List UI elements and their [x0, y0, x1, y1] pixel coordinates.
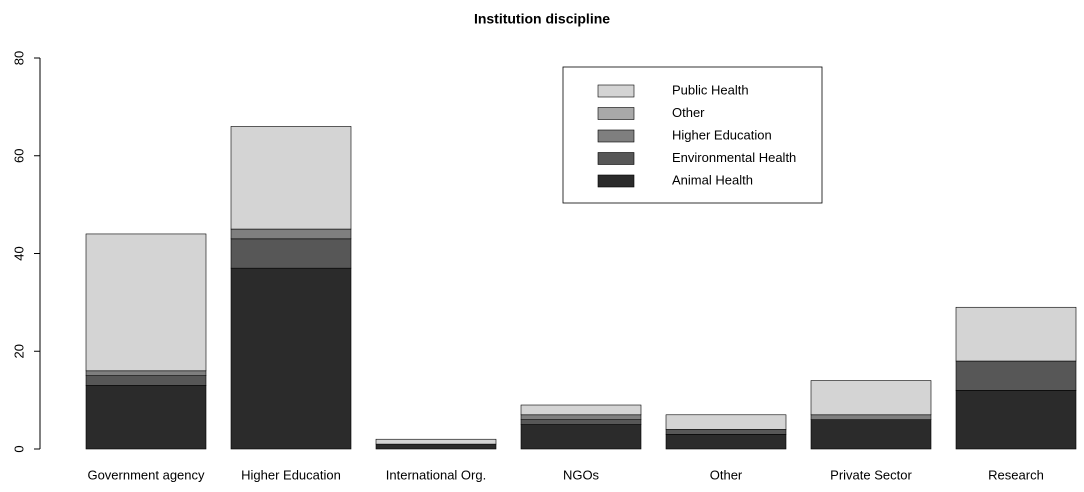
- bar-segment: [230, 228, 352, 240]
- x-tick-label: Research: [988, 467, 1044, 482]
- bar-segment: [230, 126, 352, 230]
- x-tick-label: Other: [710, 467, 743, 482]
- y-tick-label: 40: [11, 246, 26, 260]
- bar-segment: [810, 414, 932, 420]
- y-tick-label: 80: [11, 51, 26, 65]
- legend-swatch: [597, 152, 635, 165]
- bar-segment: [375, 443, 497, 450]
- legend-swatch: [597, 129, 635, 143]
- x-tick-label: NGOs: [563, 467, 600, 482]
- bar-segment: [955, 306, 1077, 362]
- x-tick-label: Higher Education: [241, 467, 341, 482]
- bar-segment: [810, 419, 932, 450]
- bar-segment: [665, 429, 787, 435]
- bar-segment: [955, 390, 1077, 450]
- bar-segment: [955, 360, 1077, 391]
- bar-segment: [85, 385, 207, 450]
- x-tick-label: Government agency: [87, 467, 205, 482]
- legend-label: Other: [672, 105, 705, 120]
- bar-segment: [520, 404, 642, 416]
- y-tick-label: 60: [11, 149, 26, 163]
- legend-label: Environmental Health: [672, 150, 796, 165]
- bar-segment: [520, 424, 642, 450]
- bar-segment: [665, 434, 787, 450]
- bar-segment: [520, 419, 642, 425]
- bar-segment: [230, 267, 352, 450]
- y-tick-label: 20: [11, 344, 26, 358]
- chart-title: Institution discipline: [474, 11, 610, 27]
- x-tick-label: Private Sector: [830, 467, 912, 482]
- bar-segment: [85, 370, 207, 376]
- bar-segment: [230, 238, 352, 269]
- legend-swatch: [597, 174, 635, 188]
- x-tick-label: International Org.: [386, 467, 486, 482]
- bar-segment: [85, 233, 207, 372]
- bar-segment: [85, 375, 207, 386]
- y-tick-label: 0: [11, 445, 26, 452]
- legend-label: Public Health: [672, 82, 749, 97]
- legend-swatch: [597, 84, 635, 98]
- bar-segment: [665, 414, 787, 430]
- bar-segment: [810, 380, 932, 416]
- bar-segment: [520, 414, 642, 420]
- legend-swatch: [597, 107, 635, 120]
- bar-segment: [375, 438, 497, 445]
- legend-label: Higher Education: [672, 127, 772, 142]
- legend-label: Animal Health: [672, 172, 753, 187]
